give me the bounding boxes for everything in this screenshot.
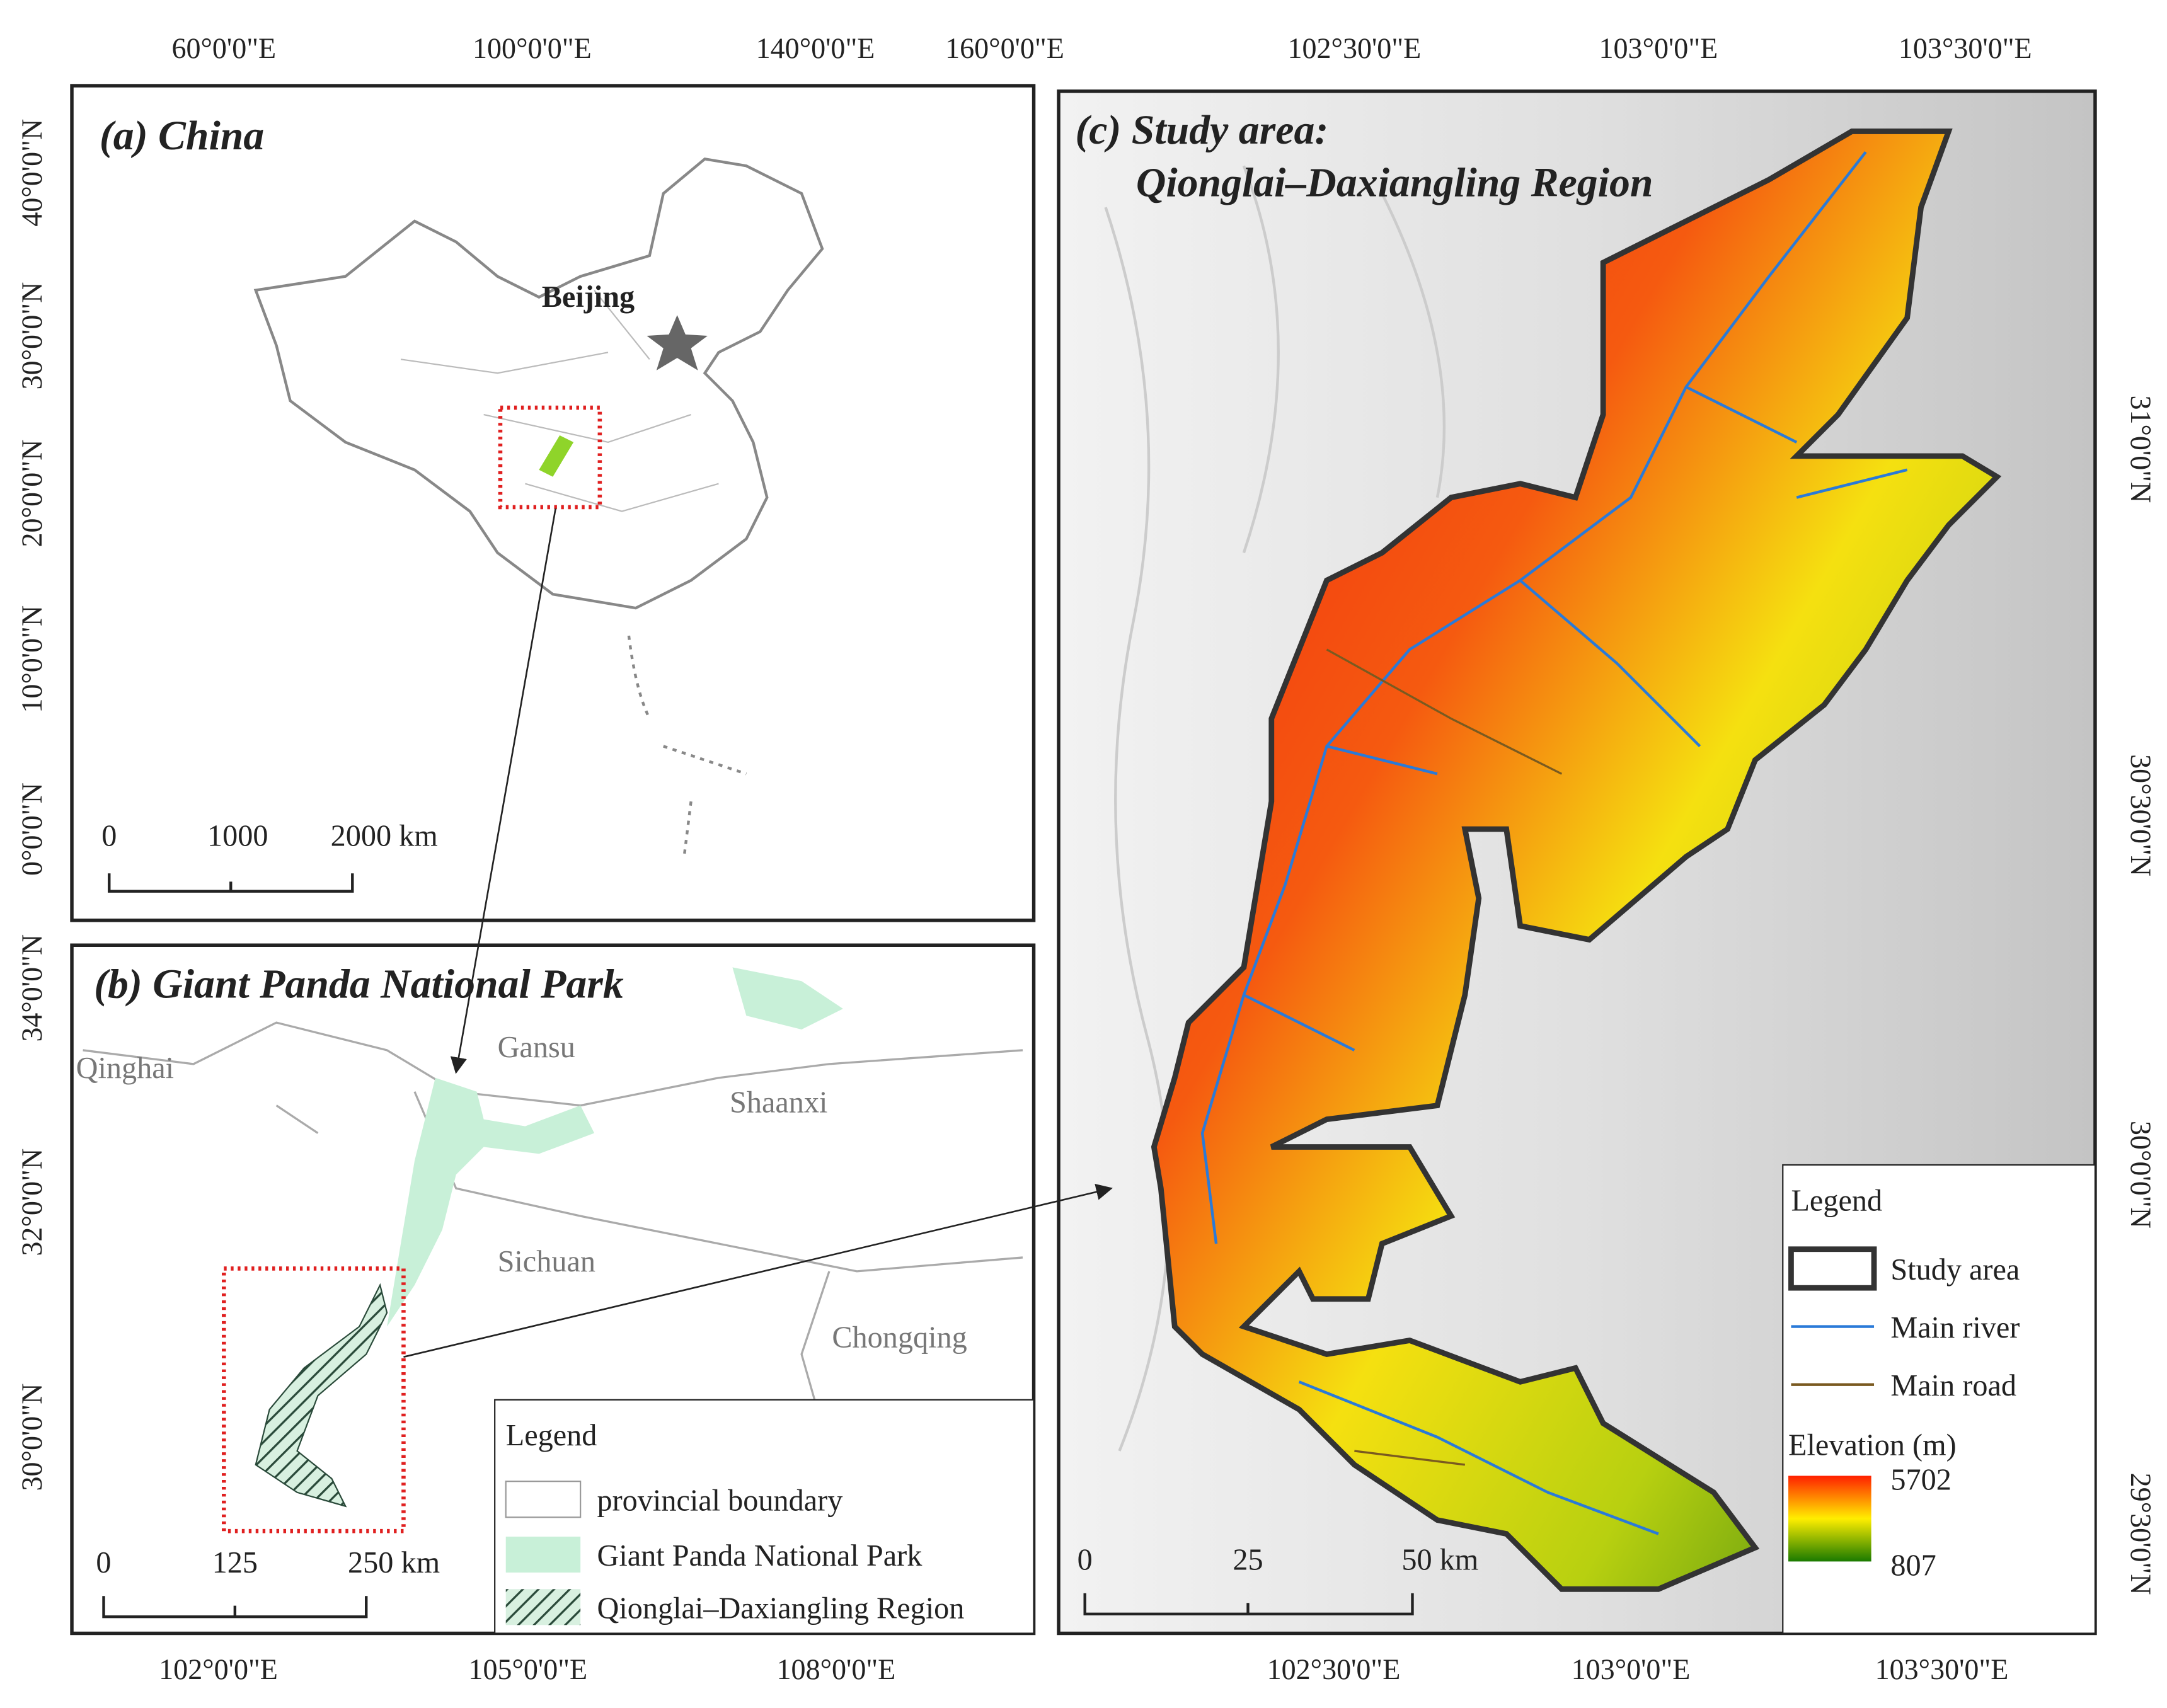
coord-label: 103°30'0"E (1875, 1653, 2009, 1685)
coord-label: 140°0'0"E (756, 32, 875, 64)
scale-label: 0 (101, 819, 117, 852)
legend-label: 807 (1890, 1549, 1936, 1582)
scale-label: 0 (1078, 1544, 1093, 1577)
scale-label: 50 km (1401, 1544, 1478, 1577)
legend-swatch (505, 1481, 582, 1518)
elevation-ramp (1788, 1476, 1871, 1562)
coord-label: 30°0'0"N (16, 1384, 48, 1491)
legend-title: Legend (506, 1419, 597, 1452)
rivers (1200, 151, 1908, 1535)
legend-swatch (505, 1589, 581, 1625)
legend-label: Giant Panda National Park (597, 1539, 923, 1573)
panel-title: (c) Study area: (1075, 107, 1328, 153)
study-area-hatched (255, 1283, 388, 1508)
coord-label: 30°0'0"N (16, 282, 48, 390)
legend-swatch (505, 1536, 581, 1573)
coord-label: 30°30'0"N (2125, 754, 2157, 876)
scale-label: 2000 km (331, 819, 438, 852)
beijing-star (647, 315, 708, 370)
coord-label: 105°0'0"E (468, 1653, 587, 1685)
inset-box (498, 405, 602, 510)
coord-label: 108°0'0"E (777, 1653, 896, 1685)
legend-label: Qionglai–Daxiangling Region (597, 1591, 964, 1625)
coord-label: 100°0'0"E (473, 32, 592, 64)
park-area (387, 1077, 595, 1327)
coord-label: 103°0'0"E (1572, 1653, 1691, 1685)
scale-label: 25 (1233, 1544, 1263, 1577)
frame (1057, 89, 2097, 1636)
coord-label: 10°0'0"N (16, 605, 48, 713)
coord-label: 160°0'0"E (945, 32, 1064, 64)
coord-label: 60°0'0"E (171, 32, 276, 64)
china-outline (253, 157, 824, 610)
coord-label: 29°30'0"N (2125, 1473, 2157, 1595)
panel-b: (b) Giant Panda National Park Qinghai Ga… (16, 934, 1036, 1685)
coord-label: 40°0'0"N (16, 119, 48, 227)
connector-arrow (403, 1183, 1113, 1358)
coord-label: 30°0'0"N (2125, 1121, 2157, 1229)
legend-label: 5702 (1890, 1463, 1951, 1496)
place-label: Qinghai (76, 1052, 174, 1085)
coord-label: 102°0'0"E (159, 1653, 278, 1685)
legend-title: Legend (1791, 1184, 1882, 1217)
panel-title: (b) Giant Panda National Park (94, 961, 624, 1007)
place-label: Shaanxi (730, 1086, 827, 1120)
study-area (1151, 129, 2002, 1592)
place-label: Gansu (498, 1031, 575, 1064)
legend-swatch (1788, 1246, 1877, 1291)
panel-title: Qionglai–Daxiangling Region (1136, 160, 1653, 206)
panel-a: (a) China Beijing 60°0'0"E 100°0'0"E 140… (16, 32, 1064, 922)
scale-bar (108, 873, 354, 893)
province-lines (400, 289, 719, 512)
legend-label: Main road (1890, 1369, 2016, 1402)
legend-box (494, 1399, 1035, 1634)
panel-title: (a) China (100, 113, 264, 159)
roads (1326, 648, 1563, 1466)
coord-label: 31°0'0"N (2125, 395, 2157, 503)
scale-label: 250 km (348, 1546, 440, 1579)
coord-label: 0°0'0"N (16, 782, 48, 876)
scale-bar (102, 1596, 368, 1619)
coord-label: 20°0'0"N (16, 440, 48, 547)
legend-label: Study area (1890, 1253, 2020, 1287)
coord-label: 103°30'0"E (1899, 32, 2032, 64)
scale-label: 1000 (207, 819, 268, 852)
place-label: Beijing (542, 280, 635, 314)
place-label: Sichuan (498, 1245, 595, 1278)
coord-label: 103°0'0"E (1599, 32, 1718, 64)
connector-arrow (450, 508, 556, 1074)
coord-label: 102°30'0"E (1267, 1653, 1401, 1685)
scale-label: 125 (212, 1546, 258, 1579)
scale-label: 0 (96, 1546, 111, 1579)
legend-label: Elevation (m) (1788, 1429, 1957, 1462)
legend-label: Main river (1890, 1311, 2020, 1344)
legend-label: provincial boundary (597, 1484, 842, 1517)
scale-bar (1083, 1593, 1414, 1615)
park-area (732, 967, 843, 1030)
coord-label: 34°0'0"N (16, 934, 48, 1042)
park-a (539, 435, 574, 477)
panel-c: (c) Study area: Qionglai–Daxiangling Reg… (1057, 32, 2157, 1685)
frame (70, 84, 1036, 922)
coord-label: 32°0'0"N (16, 1149, 48, 1256)
islands (627, 635, 747, 857)
coord-label: 102°30'0"E (1287, 32, 1421, 64)
place-label: Chongqing (832, 1321, 967, 1354)
